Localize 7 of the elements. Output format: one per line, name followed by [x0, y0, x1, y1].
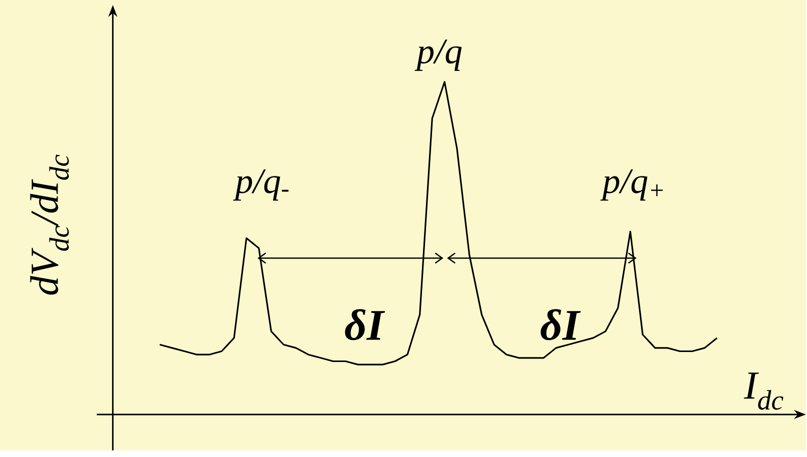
- y-axis-title: dV$_{dc}$/dI$_{dc}$: [30, 154, 69, 295]
- annotation: δI: [345, 309, 386, 340]
- annotation: p/q$_{+}$: [600, 169, 663, 200]
- text: p/q: [414, 39, 462, 71]
- x-axis-title: I$_{dc}$: [744, 372, 784, 410]
- annotation: δI: [540, 309, 581, 340]
- annotation: p/q$_{-}$: [233, 169, 288, 200]
